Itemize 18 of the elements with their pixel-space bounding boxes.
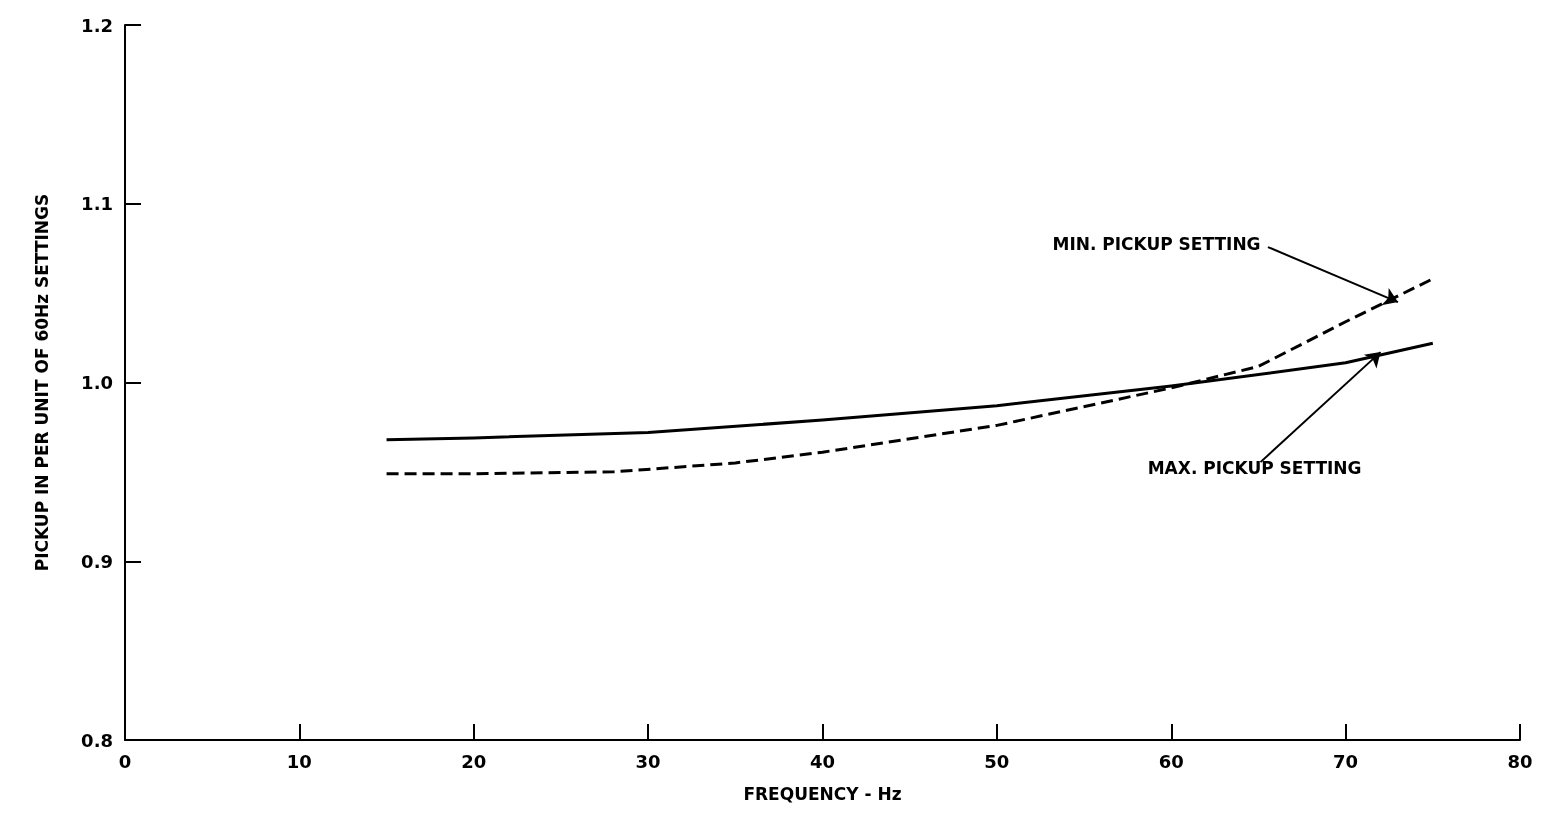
x-tick-label: 70 (1333, 750, 1359, 772)
y-tick-label: 0.8 (81, 729, 113, 751)
x-tick-label: 80 (1507, 750, 1533, 772)
annotation: MAX. PICKUP SETTING (1147, 457, 1362, 478)
y-tick-label: 1.0 (81, 372, 113, 393)
x-tick-label: 0 (118, 750, 132, 772)
y-tick-label: 0.9 (81, 550, 113, 572)
y-axis-title: PICKUP IN PER UNIT OF 60Hz SETTINGS (31, 193, 52, 572)
y-tick-label: 1.2 (81, 14, 113, 36)
annotation: MIN. PICKUP SETTING (1052, 233, 1261, 254)
x-tick-label: 50 (984, 750, 1010, 772)
x-tick-label: 20 (461, 750, 487, 772)
x-tick-label: 60 (1158, 750, 1184, 772)
y-tick-label: 1.1 (81, 193, 113, 215)
x-tick-label: 40 (809, 750, 836, 772)
x-tick-label: 10 (286, 750, 312, 772)
x-tick-label: 30 (635, 750, 661, 772)
x-axis-title: FREQUENCY - Hz (743, 783, 902, 804)
